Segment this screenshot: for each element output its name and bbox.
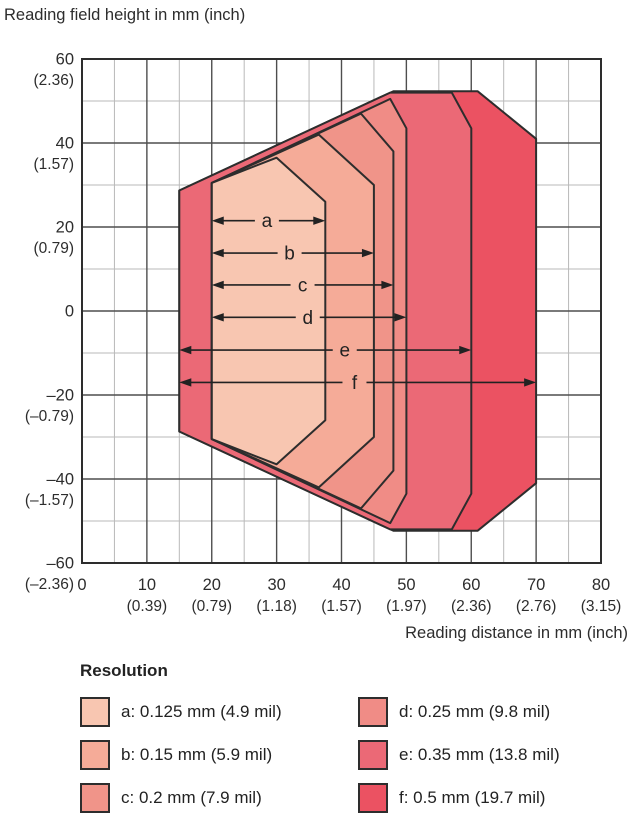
x-tick-inch: (2.76) bbox=[516, 598, 557, 615]
zone-a bbox=[210, 156, 327, 466]
arrowhead-left bbox=[179, 345, 192, 355]
arrowhead-right bbox=[459, 345, 472, 355]
legend-label-f: f: 0.5 mm (19.7 mil) bbox=[399, 787, 546, 807]
arrowhead-left bbox=[211, 248, 224, 258]
range-arrow-c: c bbox=[211, 275, 394, 296]
legend: Resolution a: 0.125 mm (4.9 mil) b: 0.15 … bbox=[80, 661, 631, 813]
reading-field-zones bbox=[178, 90, 538, 532]
arrowhead-right bbox=[524, 378, 537, 387]
arrowhead-left bbox=[211, 280, 224, 290]
y-tick-inch: (–1.57) bbox=[25, 492, 74, 509]
x-tick-inch: (2.36) bbox=[451, 598, 492, 615]
range-arrow-label-e: e bbox=[339, 341, 350, 362]
x-tick-mm: 20 bbox=[203, 576, 221, 594]
range-arrow-label-d: d bbox=[302, 308, 313, 329]
x-tick-mm: 50 bbox=[397, 576, 415, 594]
legend-item-c: c: 0.2 mm (7.9 mil) bbox=[80, 782, 358, 813]
x-tick-mm: 80 bbox=[592, 576, 610, 594]
y-tick-mm: –40 bbox=[46, 471, 74, 489]
arrowhead-left bbox=[211, 313, 224, 322]
x-tick-inch: (3.15) bbox=[581, 598, 622, 615]
legend-label-c: c: 0.2 mm (7.9 mil) bbox=[121, 787, 262, 807]
legend-item-f: f: 0.5 mm (19.7 mil) bbox=[358, 782, 631, 813]
range-arrow-e: e bbox=[179, 341, 472, 362]
arrowhead-left bbox=[179, 378, 192, 387]
range-arrow-label-c: c bbox=[298, 275, 308, 296]
y-tick-inch: (–2.36) bbox=[25, 576, 74, 593]
arrowhead-right bbox=[313, 216, 326, 225]
x-tick-mm: 0 bbox=[77, 576, 86, 594]
y-tick-mm: –60 bbox=[46, 555, 74, 573]
x-tick-mm: 10 bbox=[138, 576, 156, 594]
arrowhead-right bbox=[394, 313, 407, 322]
y-axis-title: Reading field height in mm (inch) bbox=[4, 6, 246, 24]
x-tick-mm: 70 bbox=[527, 576, 545, 594]
axis-ticks: 60 (2.36) 40 (1.57) 20 (0.79) 0 –20 (–0.79) –40 (–… bbox=[25, 51, 621, 616]
x-tick-inch: (0.79) bbox=[192, 598, 233, 615]
arrowhead-left bbox=[211, 216, 224, 225]
y-tick-inch: (1.57) bbox=[34, 156, 75, 173]
plot-border bbox=[81, 58, 602, 564]
legend-label-e: e: 0.35 mm (13.8 mil) bbox=[399, 744, 560, 764]
range-arrow-f: f bbox=[179, 373, 537, 394]
legend-swatch-f bbox=[358, 782, 388, 813]
y-tick-mm: 20 bbox=[56, 219, 74, 237]
x-tick-inch: (1.18) bbox=[256, 598, 297, 615]
range-arrow-d: d bbox=[211, 308, 407, 329]
arrowhead-right bbox=[361, 248, 374, 258]
legend-label-b: b: 0.15 mm (5.9 mil) bbox=[121, 744, 273, 764]
x-tick-inch: (0.39) bbox=[127, 598, 168, 615]
legend-swatch-a bbox=[80, 696, 110, 727]
legend-swatch-b bbox=[80, 739, 110, 770]
legend-swatch-c bbox=[80, 782, 110, 813]
legend-label-a: a: 0.125 mm (4.9 mil) bbox=[121, 701, 282, 721]
x-tick-inch: (1.97) bbox=[386, 598, 427, 615]
x-tick-mm: 30 bbox=[267, 576, 285, 594]
y-tick-mm: 40 bbox=[56, 135, 74, 153]
x-tick-mm: 40 bbox=[332, 576, 350, 594]
legend-item-e: e: 0.35 mm (13.8 mil) bbox=[358, 739, 631, 770]
legend-label-d: d: 0.25 mm (9.8 mil) bbox=[399, 701, 551, 721]
legend-item-b: b: 0.15 mm (5.9 mil) bbox=[80, 739, 358, 770]
y-tick-mm: 60 bbox=[56, 51, 74, 69]
y-tick-inch: (–0.79) bbox=[25, 408, 74, 425]
x-tick-inch: (1.57) bbox=[321, 598, 362, 615]
x-axis-title: Reading distance in mm (inch) bbox=[405, 624, 628, 642]
legend-item-d: d: 0.25 mm (9.8 mil) bbox=[358, 696, 631, 727]
legend-swatch-d bbox=[358, 696, 388, 727]
arrowhead-right bbox=[381, 280, 394, 290]
y-tick-mm: –20 bbox=[46, 387, 74, 405]
range-arrow-label-a: a bbox=[262, 211, 273, 232]
range-arrow-a: a bbox=[211, 211, 326, 232]
y-tick-mm: 0 bbox=[65, 303, 74, 321]
x-tick-mm: 60 bbox=[462, 576, 480, 594]
legend-item-a: a: 0.125 mm (4.9 mil) bbox=[80, 696, 358, 727]
range-arrow-b: b bbox=[211, 244, 374, 265]
legend-swatch-e bbox=[358, 739, 388, 770]
range-arrow-label-b: b bbox=[284, 244, 295, 265]
y-tick-inch: (2.36) bbox=[34, 72, 75, 89]
range-arrow-label-f: f bbox=[352, 373, 358, 394]
y-tick-inch: (0.79) bbox=[34, 240, 75, 257]
legend-heading: Resolution bbox=[80, 661, 168, 680]
legend-items: a: 0.125 mm (4.9 mil) b: 0.15 mm (5.9 mil… bbox=[80, 696, 631, 813]
